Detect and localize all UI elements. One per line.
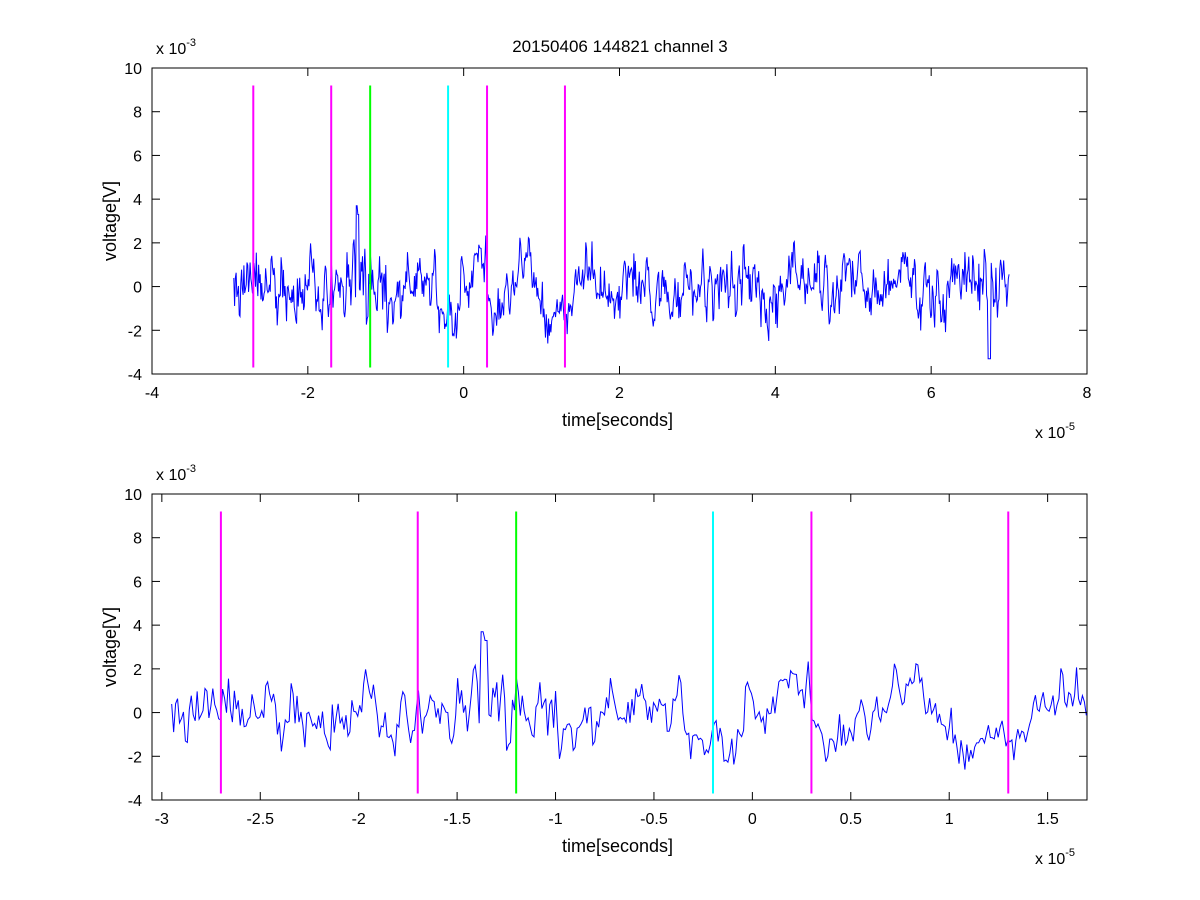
x-tick-label: 6 <box>927 385 936 402</box>
y-tick-label: -2 <box>128 323 142 340</box>
bottom-plot: -3 -2.5 -2 -1.5 -1 -0.5 0 0.5 1 1.5 -4 -2 0 2 4 6 8 10 tim… <box>100 463 1088 868</box>
y-tick-label: -4 <box>128 793 142 810</box>
x-tick-label: 0.5 <box>840 811 862 828</box>
y-tick-label: 2 <box>133 662 142 679</box>
y-tick-label: 0 <box>133 280 142 297</box>
y-tick-label: 4 <box>133 618 142 635</box>
y-axis-label: voltage[V] <box>100 181 120 261</box>
x-tick-label: -2 <box>352 811 366 828</box>
x-tick-label: -1.5 <box>443 811 471 828</box>
x-tick-label: 0 <box>459 385 468 402</box>
y-exponent-power: -3 <box>186 37 196 49</box>
y-exponent-label: x 10-3 <box>156 463 196 484</box>
y-tick-label: -2 <box>128 749 142 766</box>
y-tick-label: 8 <box>133 105 142 122</box>
x-tick-label: 8 <box>1083 385 1092 402</box>
x-tick-label: 2 <box>615 385 624 402</box>
plot-frame <box>151 493 1088 801</box>
x-tick-label: 4 <box>771 385 780 402</box>
x-tick-label: 1 <box>945 811 954 828</box>
x-axis-label: time[seconds] <box>562 410 673 430</box>
y-exponent-label: x 10-3 <box>156 37 196 58</box>
signal-line <box>171 631 1087 770</box>
y-exponent-power: -3 <box>186 463 196 475</box>
y-tick-label: 2 <box>133 236 142 253</box>
y-tick-label: -4 <box>128 367 142 384</box>
x-exponent-power: -5 <box>1065 847 1075 859</box>
y-tick-label: 0 <box>133 706 142 723</box>
x-tick-label: -2.5 <box>246 811 274 828</box>
x-tick-label: -3 <box>155 811 169 828</box>
y-tick-label: 8 <box>133 531 142 548</box>
y-tick-label: 4 <box>133 192 142 209</box>
figure-title: 20150406 144821 channel 3 <box>512 37 728 56</box>
x-tick-label: -2 <box>301 385 315 402</box>
y-tick-label: 10 <box>124 487 142 504</box>
x-exponent-label: x 10-5 <box>1035 421 1075 442</box>
plot-frame <box>151 67 1088 375</box>
y-tick-label: 10 <box>124 61 142 78</box>
x-tick-label: -0.5 <box>640 811 668 828</box>
x-tick-label: -1 <box>548 811 562 828</box>
y-tick-label: 6 <box>133 574 142 591</box>
y-axis-label: voltage[V] <box>100 607 120 687</box>
x-tick-label: -4 <box>145 385 159 402</box>
signal-line <box>233 205 1010 360</box>
x-tick-label: 0 <box>748 811 757 828</box>
y-tick-label: 6 <box>133 148 142 165</box>
x-exponent-power: -5 <box>1065 421 1075 433</box>
x-tick-label: 1.5 <box>1037 811 1059 828</box>
x-axis-label: time[seconds] <box>562 836 673 856</box>
x-exponent-label: x 10-5 <box>1035 847 1075 868</box>
top-plot: -4 -2 0 2 4 6 8 -4 -2 0 2 4 6 8 10 time[seconds] voltage… <box>100 37 1092 442</box>
